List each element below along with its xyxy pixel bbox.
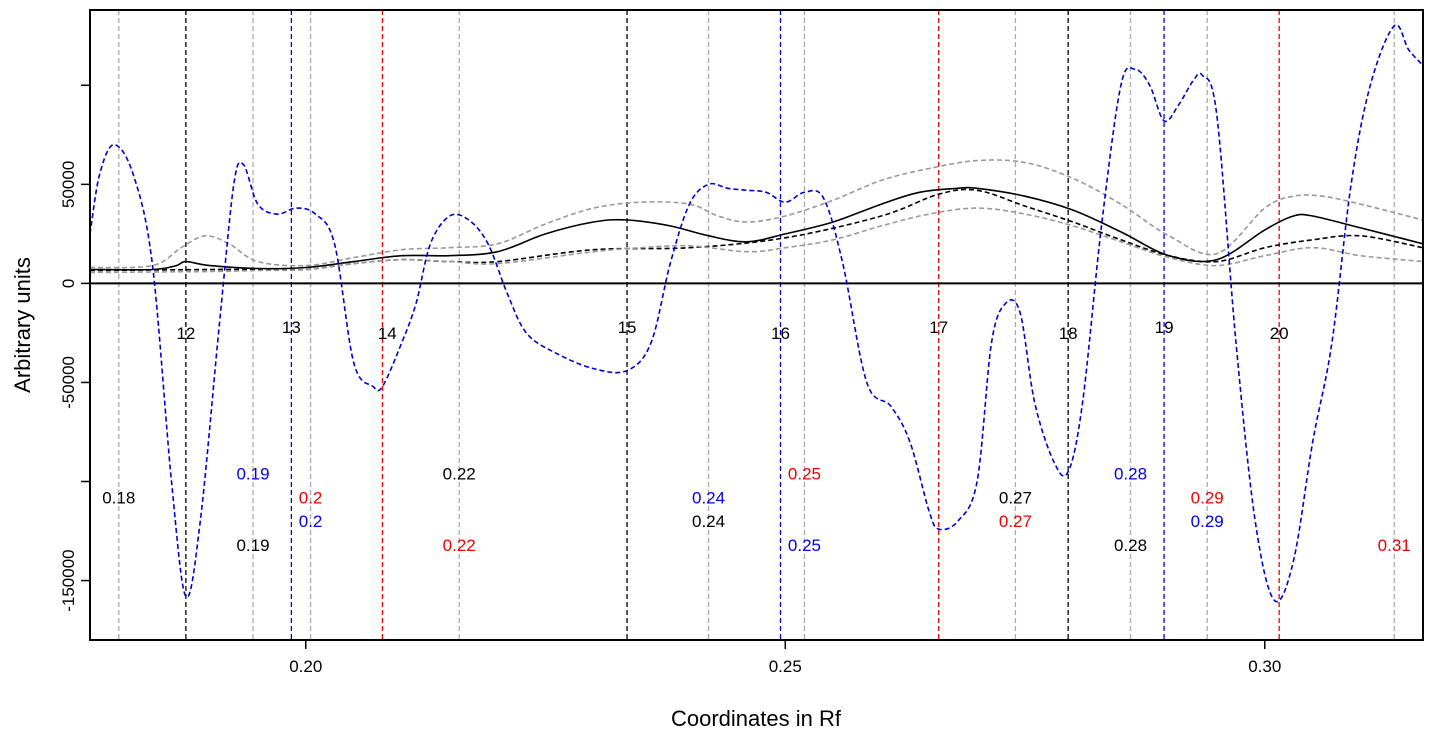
series-line-3 bbox=[90, 159, 1423, 269]
annotation-label: 18 bbox=[1059, 324, 1078, 343]
series-lines bbox=[90, 24, 1423, 603]
plot-frame bbox=[89, 9, 1424, 641]
series-line-4 bbox=[90, 207, 1423, 274]
annotation-label: 17 bbox=[929, 318, 948, 337]
annotation-label: 0.24 bbox=[692, 488, 725, 507]
vertical-marker-lines bbox=[118, 10, 1395, 640]
y-tick-label: 50000 bbox=[59, 161, 78, 208]
x-tick-label: 0.25 bbox=[769, 657, 802, 676]
x-axis: 0.20 0.25 0.30 bbox=[289, 640, 1281, 676]
x-tick-label: 0.20 bbox=[289, 657, 322, 676]
y-tick-label: -50000 bbox=[59, 356, 78, 409]
annotation-label: 16 bbox=[771, 324, 790, 343]
annotation-label: 0.28 bbox=[1114, 536, 1147, 555]
annotation-label: 0.24 bbox=[692, 512, 725, 531]
x-tick-label: 0.30 bbox=[1248, 657, 1281, 676]
annotation-label: 0.28 bbox=[1114, 465, 1147, 484]
x-axis-title: Coordinates in Rf bbox=[671, 706, 842, 731]
y-tick-label: -150000 bbox=[59, 549, 78, 611]
annotation-label: 0.19 bbox=[236, 465, 269, 484]
annotation-label: 0.22 bbox=[443, 536, 476, 555]
annotation-label: 0.19 bbox=[236, 536, 269, 555]
series-line-2 bbox=[90, 188, 1423, 272]
annotation-label: 0.31 bbox=[1378, 536, 1411, 555]
annotation-label: 0.2 bbox=[299, 488, 323, 507]
annotation-label: 0.18 bbox=[102, 488, 135, 507]
annotation-label: 0.25 bbox=[788, 536, 821, 555]
annotation-label: 19 bbox=[1155, 318, 1174, 337]
annotation-label: 0.22 bbox=[443, 465, 476, 484]
annotations: 12 13 14 15 16 17 18 19 20 0.18 0.19 0.19 0.2 0.2 0.22… bbox=[102, 318, 1411, 555]
annotation-label: 0.25 bbox=[788, 465, 821, 484]
y-axis: 50000 0 -50000 -150000 bbox=[59, 84, 90, 612]
y-axis-title: Arbitrary units bbox=[10, 257, 35, 393]
series-line-1 bbox=[90, 186, 1423, 271]
annotation-label: 0.29 bbox=[1191, 512, 1224, 531]
annotation-label: 20 bbox=[1270, 324, 1289, 343]
y-tick-label: 0 bbox=[59, 279, 78, 288]
annotation-label: 0.27 bbox=[999, 488, 1032, 507]
annotation-label: 0.2 bbox=[299, 512, 323, 531]
annotation-label: 0.29 bbox=[1191, 488, 1224, 507]
series-line-5 bbox=[90, 24, 1423, 603]
annotation-label: 13 bbox=[282, 318, 301, 337]
annotation-label: 0.27 bbox=[999, 512, 1032, 531]
annotation-label: 15 bbox=[618, 318, 637, 337]
annotation-label: 12 bbox=[176, 324, 195, 343]
annotation-label: 14 bbox=[378, 324, 397, 343]
